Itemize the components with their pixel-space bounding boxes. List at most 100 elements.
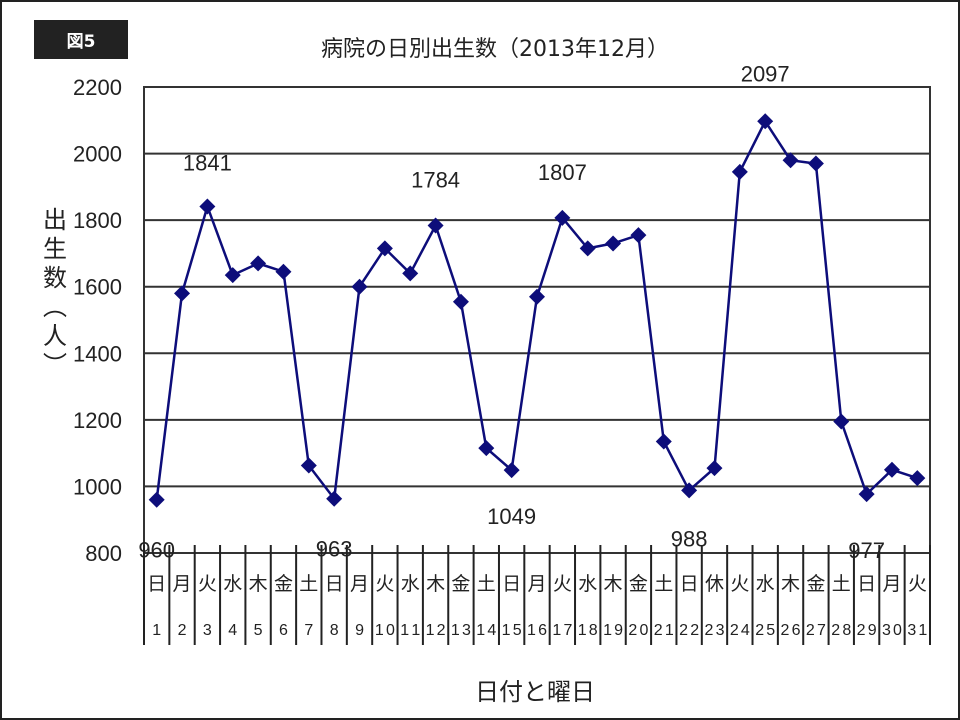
y-tick-label: 1000 xyxy=(73,474,122,499)
data-series xyxy=(148,113,926,508)
diamond-marker xyxy=(757,113,774,130)
diamond-marker xyxy=(199,198,216,215)
weekday-label: 土 xyxy=(832,573,851,595)
diamond-marker xyxy=(402,265,419,282)
diamond-marker xyxy=(275,263,292,280)
y-tick-label: 1400 xyxy=(73,341,122,366)
day-label: 10 xyxy=(375,622,395,639)
weekday-label: 火 xyxy=(553,574,572,595)
diamond-marker xyxy=(529,288,545,305)
diamond-marker xyxy=(148,491,165,508)
diamond-marker xyxy=(503,462,520,479)
data-label: 1841 xyxy=(183,150,232,175)
day-label: 4 xyxy=(228,622,237,639)
day-label: 20 xyxy=(628,622,648,639)
weekday-label: 土 xyxy=(654,573,673,595)
day-label: 26 xyxy=(781,622,801,639)
day-label: 6 xyxy=(279,622,288,639)
day-label: 21 xyxy=(654,622,674,639)
day-label: 8 xyxy=(330,622,339,639)
x-axis-label: 日付と曜日 xyxy=(475,678,595,706)
weekday-label: 木 xyxy=(249,573,268,595)
diamond-marker xyxy=(452,293,469,310)
day-label: 29 xyxy=(857,622,877,639)
day-label: 17 xyxy=(552,622,572,639)
diamond-marker xyxy=(630,227,647,244)
data-label: 960 xyxy=(138,538,175,563)
day-label: 27 xyxy=(806,622,826,639)
diamond-marker xyxy=(655,433,672,450)
data-label: 1049 xyxy=(487,504,536,529)
day-label: 25 xyxy=(755,622,775,639)
weekday-label: 水 xyxy=(756,573,775,595)
weekday-label: 日 xyxy=(502,574,521,595)
day-label: 28 xyxy=(831,622,851,639)
weekday-label: 水 xyxy=(223,573,242,595)
diamond-marker xyxy=(807,155,824,172)
day-label: 15 xyxy=(502,622,522,639)
diamond-marker xyxy=(782,152,799,169)
weekday-label: 木 xyxy=(781,573,800,595)
weekday-label: 月 xyxy=(350,574,369,595)
diamond-marker xyxy=(250,255,267,272)
weekday-label: 日 xyxy=(680,574,699,595)
y-axis-ticks: 800 1000 1200 1400 1600 1800 2000 2200 xyxy=(73,75,122,566)
chart-title: 病院の日別出生数（2013年12月） xyxy=(321,37,669,62)
weekday-label: 金 xyxy=(274,573,293,595)
diamond-marker xyxy=(883,461,900,478)
data-label: 1784 xyxy=(411,167,460,192)
weekday-label: 土 xyxy=(477,573,496,595)
day-label: 19 xyxy=(603,622,623,639)
data-label: 1807 xyxy=(538,160,587,185)
diamond-marker xyxy=(427,217,444,234)
weekday-label: 金 xyxy=(806,573,825,595)
y-tick-label: 800 xyxy=(85,541,122,566)
data-label: 963 xyxy=(316,537,353,562)
diamond-marker xyxy=(833,413,850,430)
weekday-label: 金 xyxy=(629,573,648,595)
day-label: 14 xyxy=(476,622,496,639)
day-label: 5 xyxy=(254,622,263,639)
day-label: 18 xyxy=(578,622,598,639)
weekday-label: 水 xyxy=(578,573,597,595)
y-tick-label: 2000 xyxy=(73,142,122,167)
x-axis-categories: 日 1 月 2 火 3 水 4 木 5 金 6 土 7 日 8 月 9 火 10 水 11 木 12 金 13 土 14 日 15 月 16 火… xyxy=(143,545,931,645)
weekday-label: 日 xyxy=(147,574,166,595)
day-label: 30 xyxy=(882,622,902,639)
data-label: 988 xyxy=(671,526,708,551)
day-label: 16 xyxy=(527,622,547,639)
y-tick-label: 1600 xyxy=(73,275,122,300)
data-labels: 960 1841 963 1784 1049 1807 988 2097 977 xyxy=(138,61,885,563)
weekday-label: 月 xyxy=(882,574,901,595)
figure-label-badge: 図5 xyxy=(34,20,128,59)
diamond-marker xyxy=(909,470,926,487)
weekday-label: 日 xyxy=(325,574,344,595)
gridlines xyxy=(143,86,931,554)
y-tick-label: 1200 xyxy=(73,408,122,433)
day-label: 1 xyxy=(152,622,161,639)
weekday-label: 金 xyxy=(451,573,470,595)
data-label: 2097 xyxy=(741,61,790,86)
y-axis-label: 出生数 ︵ 人 ︶ xyxy=(43,206,67,379)
day-label: 23 xyxy=(704,622,724,639)
diamond-marker xyxy=(351,278,368,295)
diamond-marker xyxy=(681,482,698,499)
diamond-marker xyxy=(554,209,571,226)
diamond-marker xyxy=(731,163,748,180)
y-tick-label: 1800 xyxy=(73,208,122,233)
diamond-marker xyxy=(579,240,596,257)
y-tick-label: 2200 xyxy=(73,75,122,100)
diamond-marker xyxy=(706,460,723,477)
weekday-label: 土 xyxy=(299,573,318,595)
weekday-label: 木 xyxy=(604,573,623,595)
day-label: 13 xyxy=(451,622,471,639)
weekday-label: 水 xyxy=(401,573,420,595)
weekday-label: 日 xyxy=(857,574,876,595)
diamond-marker xyxy=(300,457,317,474)
day-label: 24 xyxy=(730,622,750,639)
diamond-marker xyxy=(326,490,343,507)
diamond-marker xyxy=(478,440,495,457)
weekday-label: 休 xyxy=(705,573,724,595)
